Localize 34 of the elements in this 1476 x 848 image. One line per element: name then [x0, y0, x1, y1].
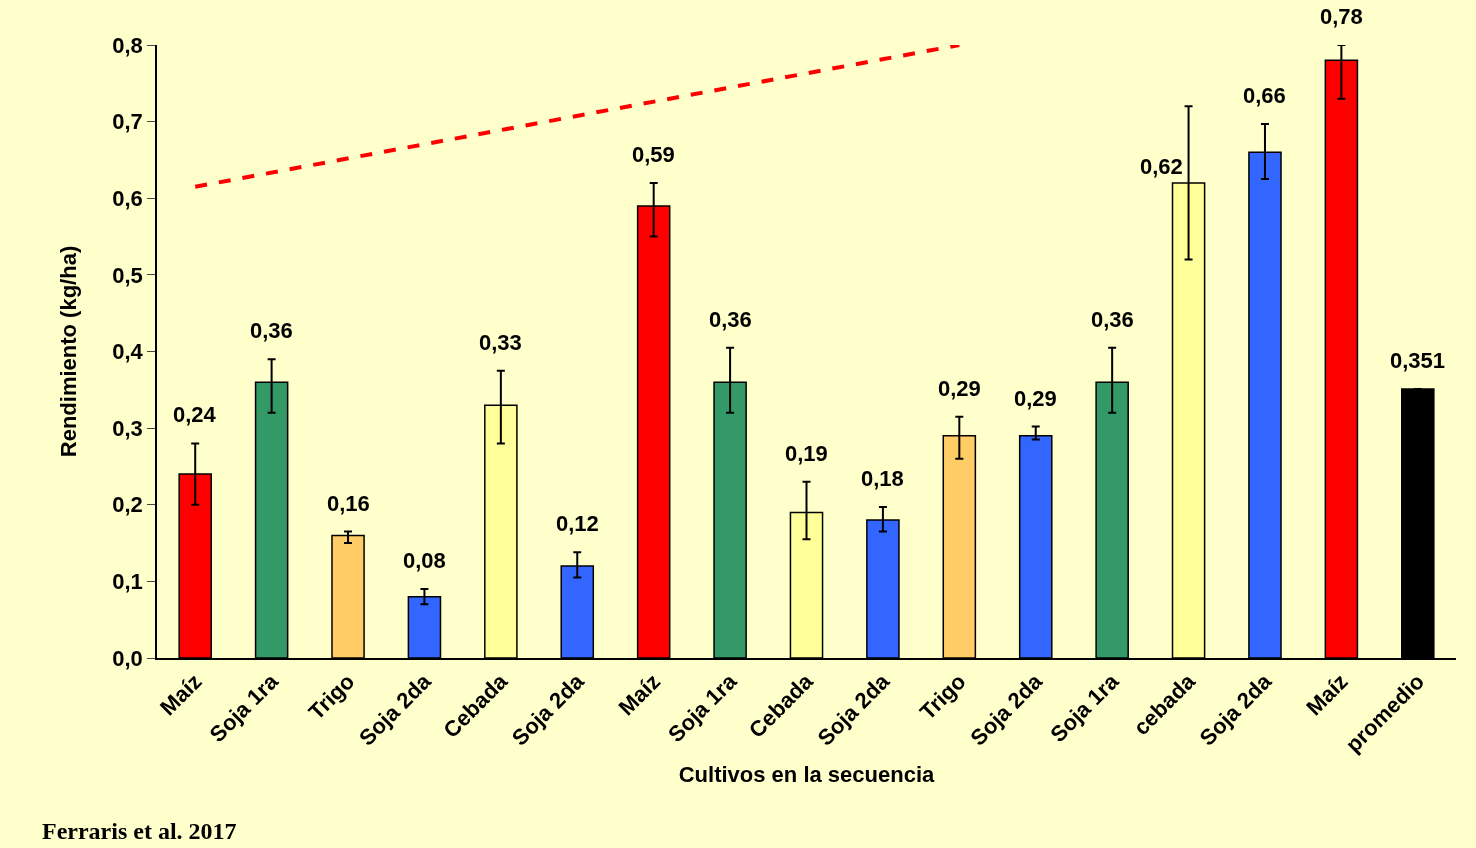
y-tick-label: 0,5 [112, 262, 143, 288]
y-tick-label: 0,8 [112, 32, 143, 58]
x-tick-label: Soja 1ra [663, 668, 742, 747]
x-tick-label: Soja 1ra [204, 668, 284, 747]
x-axis-title: Cultivos en la secuencia [678, 761, 936, 787]
data-label: 0,36 [250, 318, 293, 343]
data-label: 0,351 [1390, 348, 1446, 373]
data-label: 0,12 [556, 511, 599, 536]
y-tick-label: 0,1 [112, 569, 143, 595]
data-label: 0,66 [1243, 83, 1286, 108]
y-tick-label: 0,6 [112, 185, 143, 211]
y-tick-label: 0,2 [112, 492, 143, 518]
data-label: 0,62 [1140, 154, 1183, 179]
y-tick-label: 0,4 [112, 339, 144, 365]
y-axis-title: Rendimiento (kg/ha) [55, 245, 81, 458]
data-label: 0,24 [173, 402, 217, 427]
data-label: 0,78 [1320, 4, 1363, 29]
data-label: 0,59 [632, 142, 675, 167]
data-label: 0,29 [938, 376, 981, 401]
data-label: 0,33 [479, 330, 522, 355]
data-label: 0,18 [861, 466, 904, 491]
y-tick-label: 0,7 [112, 109, 143, 135]
data-label: 0,36 [709, 307, 752, 332]
x-tick-label: Soja 2da [965, 668, 1048, 751]
data-label: 0,29 [1014, 386, 1057, 411]
y-tick-label: 0,0 [112, 645, 143, 671]
data-label: 0,08 [403, 548, 446, 573]
y-tick-label: 0,3 [112, 415, 143, 441]
x-tick-label: Soja 1ra [1045, 668, 1124, 747]
data-label: 0,36 [1091, 307, 1134, 332]
data-label: 0,16 [327, 491, 370, 516]
x-tick-label: Soja 2da [354, 668, 437, 751]
text: Ferraris et al. 2017 [42, 818, 237, 844]
data-label: 0,19 [785, 441, 828, 466]
